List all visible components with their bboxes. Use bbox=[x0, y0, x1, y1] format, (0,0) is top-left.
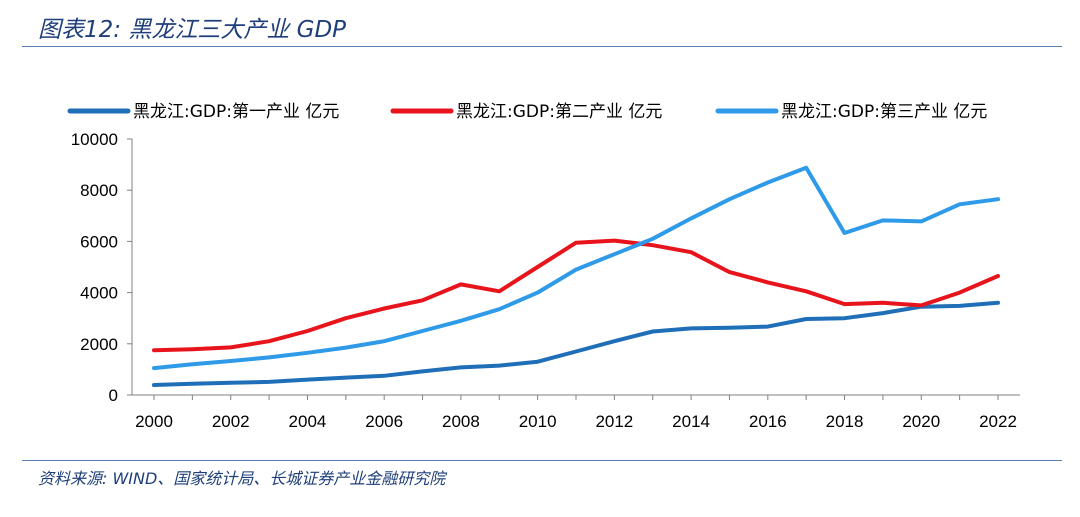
chart-legend: 黑龙江:GDP:第一产业 亿元 黑龙江:GDP:第二产业 亿元 黑龙江:GDP:第三… bbox=[67, 102, 987, 122]
legend-label-3: 黑龙江:GDP:第三产业 亿元 bbox=[781, 102, 987, 122]
x-tick-label: 2022 bbox=[979, 412, 1017, 431]
x-tick-label: 2000 bbox=[135, 412, 173, 431]
legend-label-2: 黑龙江:GDP:第二产业 亿元 bbox=[456, 102, 662, 122]
y-tick-label: 8000 bbox=[80, 181, 118, 200]
x-tick-label: 2004 bbox=[289, 412, 327, 431]
y-tick-label: 10000 bbox=[71, 130, 118, 149]
y-tick-label: 4000 bbox=[80, 284, 118, 303]
chart-axes: 0 2000 4000 6000 8000 10000 2000 2002 2004 2006 20… bbox=[71, 130, 1020, 431]
series-line-3 bbox=[152, 165, 1000, 371]
x-tick-label: 2010 bbox=[519, 412, 557, 431]
source-note: 资料来源: WIND、国家统计局、长城证券产业金融研究院 bbox=[38, 469, 446, 488]
x-tick-label: 2014 bbox=[672, 412, 710, 431]
title-divider bbox=[22, 46, 1062, 47]
x-tick-label: 2006 bbox=[365, 412, 403, 431]
chart-series bbox=[152, 165, 1000, 387]
chart-title: 图表12: 黑龙江三大产业 GDP bbox=[38, 17, 347, 43]
series-line-1 bbox=[152, 300, 1000, 387]
x-tick-label: 2008 bbox=[442, 412, 480, 431]
series-line-2 bbox=[152, 238, 1000, 353]
y-tick-label: 6000 bbox=[80, 232, 118, 251]
line-chart: 黑龙江:GDP:第一产业 亿元 黑龙江:GDP:第二产业 亿元 黑龙江:GDP:第三… bbox=[67, 102, 1020, 431]
x-tick-label: 2016 bbox=[749, 412, 787, 431]
y-tick-label: 2000 bbox=[80, 335, 118, 354]
source-divider bbox=[22, 460, 1062, 461]
x-tick-label: 2002 bbox=[212, 412, 250, 431]
x-tick-label: 2012 bbox=[595, 412, 633, 431]
y-tick-label: 0 bbox=[109, 386, 118, 405]
x-tick-label: 2020 bbox=[902, 412, 940, 431]
legend-label-1: 黑龙江:GDP:第一产业 亿元 bbox=[133, 102, 339, 122]
x-tick-label: 2018 bbox=[826, 412, 864, 431]
